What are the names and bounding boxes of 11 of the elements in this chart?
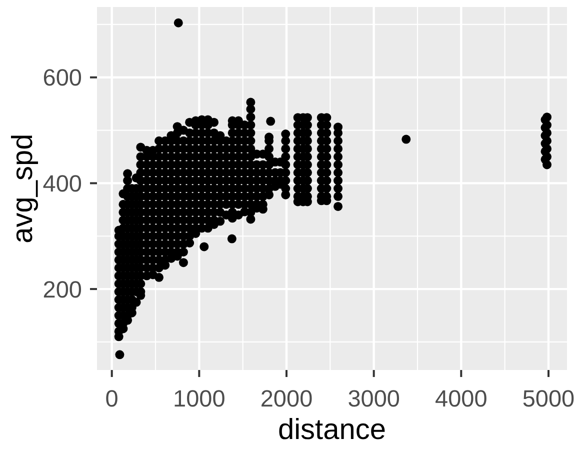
y-tick-label: 600 — [42, 64, 82, 91]
x-tick-label: 1000 — [173, 386, 226, 412]
x-axis-title: distance — [278, 414, 386, 446]
x-tick-label: 0 — [105, 386, 118, 412]
x-tick-label: 2000 — [260, 386, 313, 412]
y-axis-title: avg_spd — [7, 134, 39, 244]
x-tick-label: 5000 — [522, 386, 575, 412]
x-tick-label: 4000 — [435, 386, 488, 412]
y-tick-label: 200 — [42, 276, 82, 302]
x-tick-label: 3000 — [348, 386, 400, 412]
y-tick-label: 400 — [42, 170, 82, 197]
